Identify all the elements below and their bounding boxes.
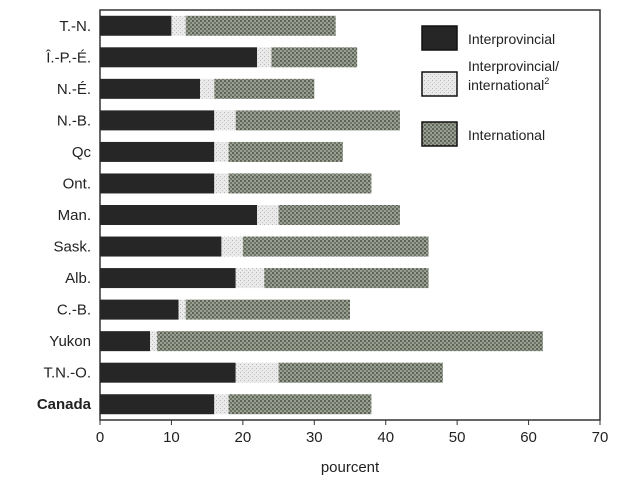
- category-label: Yukon: [49, 333, 91, 350]
- category-label: C.-B.: [57, 302, 91, 319]
- bar-mixed: [235, 268, 265, 289]
- legend-label: Interprovincial: [468, 31, 555, 47]
- x-tick-label: 40: [377, 429, 394, 446]
- legend-swatch-mixed: [421, 71, 458, 97]
- bar-mixed: [171, 15, 186, 36]
- category-label: N.-B.: [57, 112, 91, 129]
- bar-interprovincial: [100, 394, 215, 415]
- x-tick-label: 50: [449, 429, 466, 446]
- bar-international: [235, 110, 400, 131]
- category-label: Qc: [72, 144, 92, 161]
- category-label: Sask.: [53, 239, 91, 256]
- category-label: T.-N.: [59, 18, 91, 35]
- legend-label: International: [468, 127, 545, 143]
- bars: [100, 15, 543, 415]
- bar-interprovincial: [100, 78, 200, 99]
- category-label: T.N.-O.: [44, 365, 92, 382]
- bar-mixed: [150, 331, 158, 352]
- bar-international: [278, 205, 400, 225]
- bar-mixed: [214, 141, 229, 162]
- legend-swatch-interprovincial: [421, 25, 458, 51]
- bar-interprovincial: [100, 236, 222, 257]
- bar-international: [278, 362, 443, 383]
- bar-international: [228, 394, 372, 415]
- bar-international: [264, 268, 429, 289]
- x-tick-label: 10: [163, 429, 180, 446]
- category-label: Man.: [58, 207, 91, 224]
- category-label: Î.-P.-É.: [45, 49, 91, 66]
- bar-international: [271, 47, 358, 68]
- bar-interprovincial: [100, 173, 215, 194]
- bar-international: [228, 173, 372, 194]
- bar-mixed: [214, 110, 236, 131]
- bar-interprovincial: [100, 47, 258, 68]
- category-label: N.-É.: [57, 81, 91, 98]
- bar-mixed: [178, 299, 186, 320]
- legend-label: Interprovincial/: [468, 58, 559, 74]
- bar-mixed: [214, 173, 229, 194]
- bar-international: [157, 331, 543, 352]
- bar-interprovincial: [100, 15, 172, 36]
- bar-mixed: [257, 205, 279, 225]
- bar-mixed: [235, 362, 279, 383]
- bar-international: [185, 15, 336, 36]
- bar-interprovincial: [100, 362, 236, 383]
- bar-mixed: [200, 78, 215, 99]
- x-tick-label: 0: [96, 429, 104, 446]
- bar-international: [228, 141, 343, 162]
- bar-interprovincial: [100, 331, 150, 352]
- legend: Interprovincial Interprovincial/internati…: [410, 18, 594, 150]
- x-axis-ticks: 0 10 20 30 40 50 60 70: [96, 420, 609, 446]
- x-tick-label: 60: [520, 429, 537, 446]
- category-labels: T.-N. Î.-P.-É. N.-É. N.-B. Qc Ont. Man. Sask. Al…: [37, 18, 92, 413]
- x-tick-label: 20: [235, 429, 252, 446]
- bar-interprovincial: [100, 299, 179, 320]
- bar-mixed: [221, 236, 243, 257]
- category-label: Ont.: [63, 175, 91, 192]
- bar-interprovincial: [100, 110, 215, 131]
- x-axis-title: pourcent: [321, 459, 380, 476]
- bar-international: [214, 78, 315, 99]
- legend-swatch-international: [421, 121, 458, 147]
- bar-interprovincial: [100, 141, 215, 162]
- x-tick-label: 30: [306, 429, 323, 446]
- bar-interprovincial: [100, 268, 236, 289]
- x-tick-label: 70: [592, 429, 609, 446]
- bar-interprovincial: [100, 205, 258, 225]
- bar-international: [185, 299, 350, 320]
- legend-label: international2: [468, 76, 549, 93]
- category-label: Alb.: [65, 270, 91, 287]
- bar-international: [242, 236, 429, 257]
- bar-mixed: [257, 47, 272, 68]
- category-label: Canada: [37, 396, 92, 413]
- bar-mixed: [214, 394, 229, 415]
